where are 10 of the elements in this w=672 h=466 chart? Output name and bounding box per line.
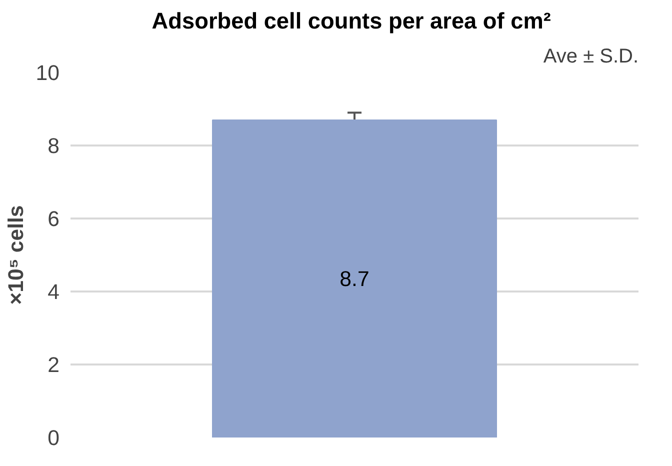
chart-title: Adsorbed cell counts per area of cm² [152,8,552,34]
y-tick-label: 6 [48,207,60,231]
text: Ave ± S.D. [543,46,639,68]
y-tick-label: 0 [48,426,60,450]
y-tick-label: 8 [48,134,60,158]
data-label: 8.7 [340,267,370,292]
y-tick-label: 4 [48,280,60,304]
y-tick-label: 2 [48,353,60,377]
y-axis-title: ×10⁵ cells [4,205,28,305]
y-tick-label: 10 [36,61,60,85]
